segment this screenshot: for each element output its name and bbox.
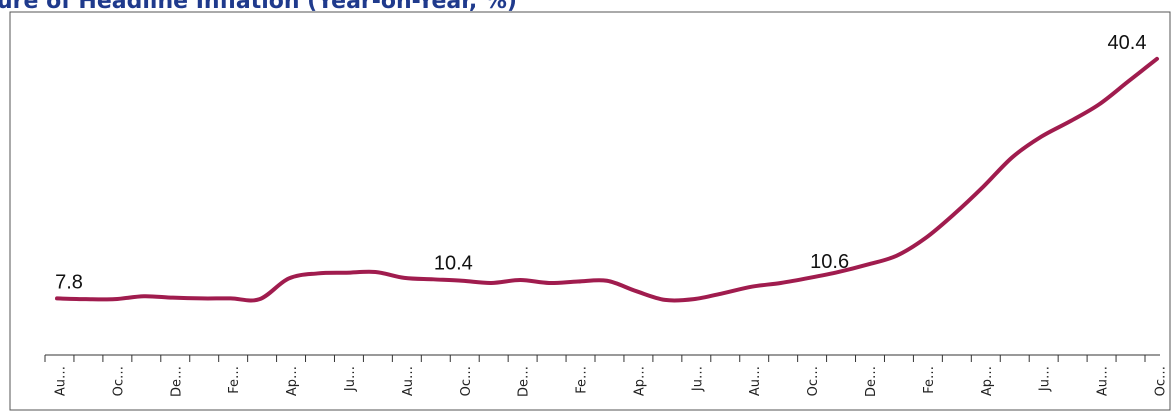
x-tick-label: De… (517, 366, 532, 397)
x-tick-label: Oc… (806, 366, 821, 396)
x-tick-label: Fe… (227, 366, 242, 394)
x-tick-label: Au… (54, 366, 69, 396)
x-tick-label: Ju… (1038, 366, 1053, 392)
x-tick-label: Oc… (1154, 366, 1169, 396)
x-tick-label: Oc… (459, 366, 474, 396)
x-tick-label: Ap… (632, 366, 647, 396)
line (55, 56, 1159, 303)
x-tick-label: Ju… (690, 366, 705, 392)
x-tick-label: Ap… (980, 366, 995, 396)
x-tick-label: Ju… (343, 366, 358, 392)
x-tick-label: De… (864, 366, 879, 397)
chart-border (9, 11, 1171, 411)
chart-title: ure of Headline Inflation (Year-on-Year,… (0, 0, 517, 14)
data-label: 7.8 (55, 271, 83, 293)
data-label: 10.6 (810, 251, 849, 273)
x-tick-label: Fe… (575, 366, 590, 394)
data-label: 40.4 (1108, 32, 1147, 54)
x-tick-label: Ap… (285, 366, 300, 396)
x-tick-label: De… (169, 366, 184, 397)
x-tick-label: Fe… (922, 366, 937, 394)
x-tick-label: Au… (401, 366, 416, 396)
x-tick-label: Oc… (111, 366, 126, 396)
x-tick-label: Au… (748, 366, 763, 396)
data-label: 10.4 (434, 252, 473, 274)
x-tick-label: Au… (1096, 366, 1111, 396)
